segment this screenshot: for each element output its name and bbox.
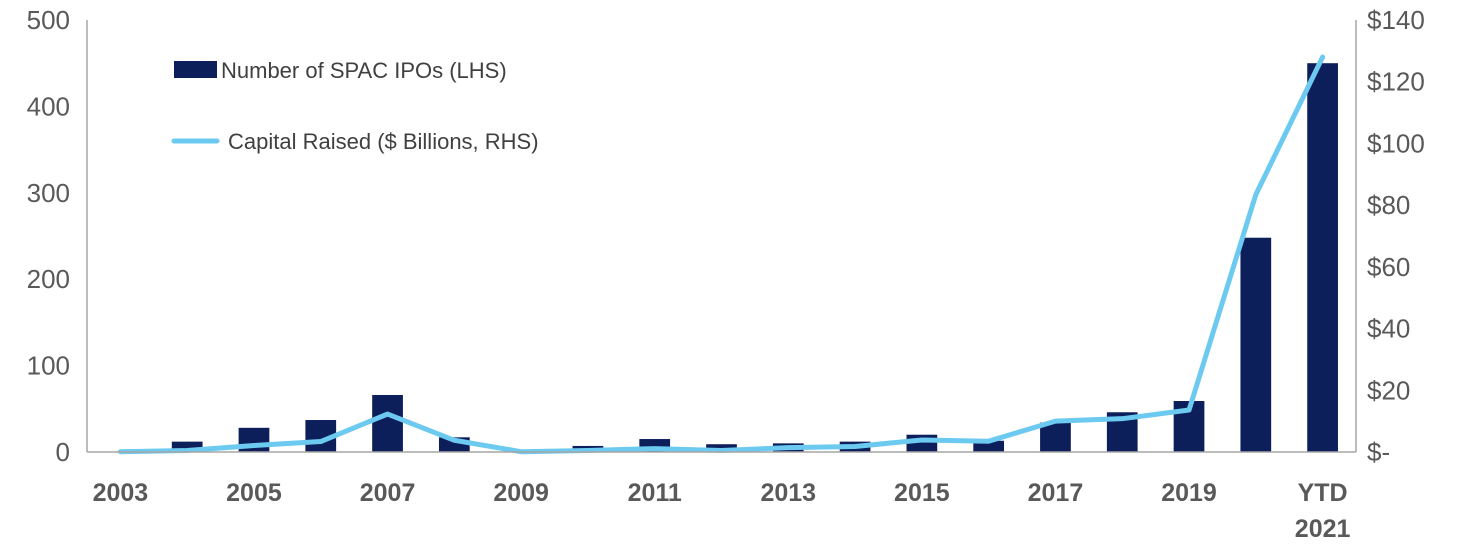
legend-label-line: Capital Raised ($ Billions, RHS): [228, 129, 539, 154]
legend-label-bar: Number of SPAC IPOs (LHS): [221, 58, 507, 83]
right-tick-label: $140: [1367, 5, 1425, 35]
left-axis-ticks: 0 100 200 300 400 500: [27, 5, 70, 467]
axes: [86, 20, 1357, 453]
x-tick-label: 2007: [360, 479, 416, 507]
x-tick-label: 2003: [93, 479, 149, 507]
legend-swatch-bar: [174, 61, 217, 78]
left-tick-label: 0: [56, 437, 70, 467]
x-tick-label: 2015: [894, 479, 950, 507]
x-tick-label: 2013: [760, 479, 816, 507]
left-tick-label: 100: [27, 351, 70, 381]
x-tick-label: 2017: [1028, 479, 1084, 507]
x-tick-label: 2019: [1161, 479, 1217, 507]
bar-2004: [171, 441, 203, 452]
right-tick-label: $60: [1367, 252, 1410, 282]
left-tick-label: 200: [27, 264, 70, 294]
right-tick-label: $120: [1367, 67, 1425, 97]
right-tick-label: $-: [1367, 437, 1390, 467]
bar-2017: [1040, 422, 1071, 452]
x-axis-ticks: 2003 2005 2007 2009 2011 2013 2015 2017 2019 YTD 2…: [93, 479, 1351, 543]
bar-2016: [973, 440, 1005, 452]
left-tick-label: 300: [27, 178, 70, 208]
right-tick-label: $100: [1367, 128, 1425, 158]
bar-2007: [372, 394, 403, 452]
x-tick-label: 2009: [493, 479, 549, 507]
x-tick-label: 2005: [226, 479, 282, 507]
right-tick-label: $20: [1367, 375, 1410, 405]
bar-2020: [1240, 237, 1272, 452]
right-tick-label: $80: [1367, 190, 1410, 220]
right-tick-label: $40: [1367, 314, 1410, 344]
bar-series: [171, 63, 1338, 452]
capital-raised-line: [117, 54, 1326, 455]
x-tick-label: YTD 2021: [1295, 479, 1351, 543]
left-tick-label: 400: [27, 91, 70, 121]
right-axis-ticks: $- $20 $40 $60 $80 $100 $120 $140: [1367, 5, 1425, 467]
legend: Number of SPAC IPOs (LHS) Capital Raised…: [171, 58, 539, 154]
x-tick-label: 2011: [628, 479, 682, 507]
bar-ytd-2021: [1307, 63, 1338, 452]
left-tick-label: 500: [27, 5, 70, 35]
line-series: [117, 54, 1326, 455]
